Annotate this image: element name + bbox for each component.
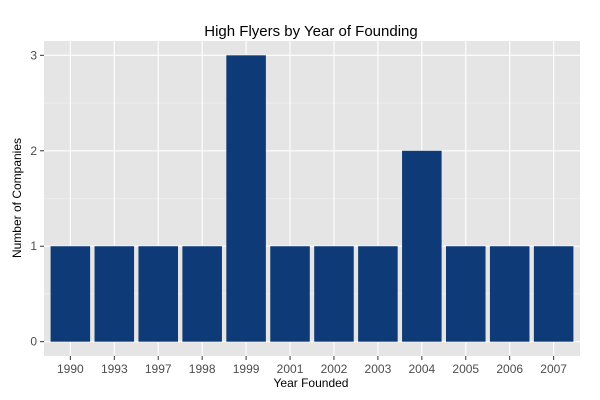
bars <box>50 55 574 342</box>
chart-title: High Flyers by Year of Founding <box>204 23 417 40</box>
bar-2001 <box>270 246 310 342</box>
y-axis-title: Number of Companies <box>10 138 24 258</box>
x-tick-label: 1997 <box>145 362 172 376</box>
y-tick-label: 3 <box>30 48 37 62</box>
bar-1993 <box>94 246 135 342</box>
x-tick-label: 1999 <box>233 362 260 376</box>
y-axis: 0 1 2 3 <box>30 48 44 349</box>
x-tick-label: 2001 <box>277 362 304 376</box>
bar-1998 <box>182 246 222 342</box>
bar-1999 <box>226 55 266 342</box>
bar-2006 <box>489 246 530 342</box>
x-tick-label: 2003 <box>365 362 392 376</box>
y-tick-label: 1 <box>30 239 37 253</box>
x-tick-label: 1993 <box>101 362 128 376</box>
x-tick-label: 1998 <box>189 362 216 376</box>
x-tick-label: 1990 <box>57 362 84 376</box>
x-axis-title: Year Founded <box>274 376 349 390</box>
bar-2007 <box>533 246 574 342</box>
x-tick-label: 2006 <box>496 362 523 376</box>
x-tick-label: 2007 <box>540 362 567 376</box>
bar-1997 <box>138 246 178 342</box>
bar-2003 <box>358 246 398 342</box>
bar-1990 <box>50 246 91 342</box>
x-tick-label: 2005 <box>452 362 479 376</box>
y-tick-label: 2 <box>30 144 37 158</box>
bar-2002 <box>314 246 354 342</box>
x-axis: 1990 1993 1997 1998 1999 2001 2002 2003 2004 2005… <box>57 356 567 376</box>
bar-2004 <box>402 150 442 342</box>
x-tick-label: 2004 <box>408 362 435 376</box>
y-tick-label: 0 <box>30 335 37 349</box>
x-tick-label: 2002 <box>321 362 348 376</box>
bar-2005 <box>446 246 486 342</box>
